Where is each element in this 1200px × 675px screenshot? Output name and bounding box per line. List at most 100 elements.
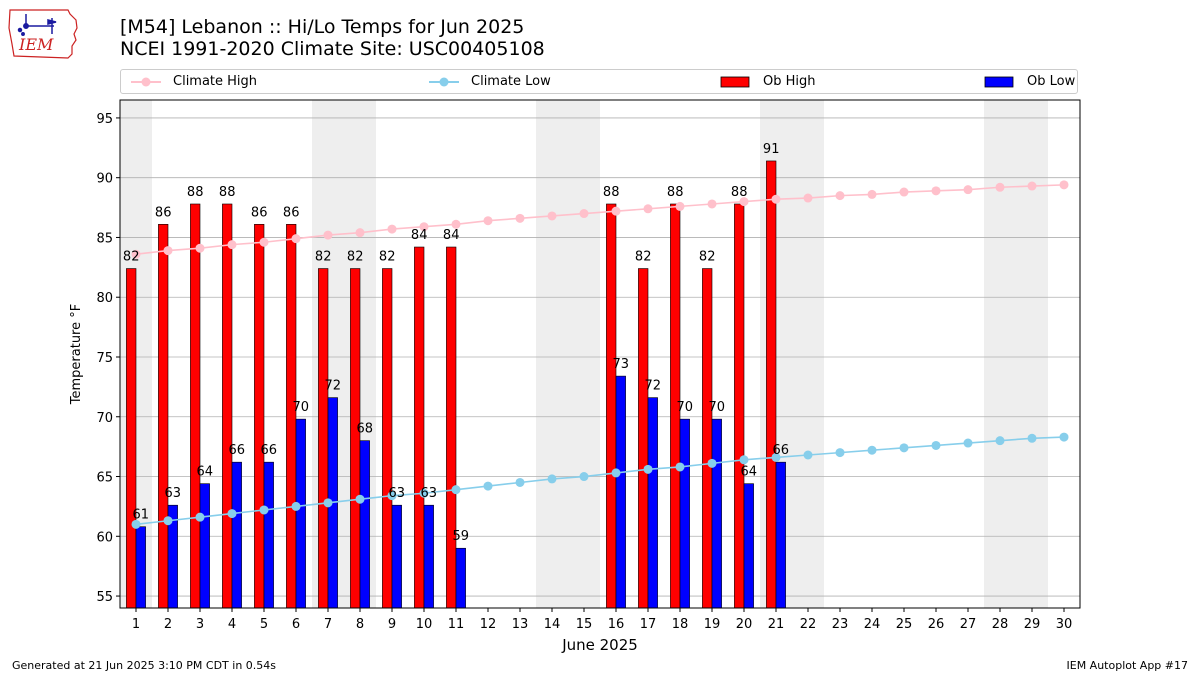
x-tick-label: 4: [228, 617, 236, 632]
x-tick-label: 23: [832, 617, 849, 632]
plot-frame: [119, 99, 1081, 609]
climate-high-point: [771, 194, 781, 204]
ob-low-data-label: 63: [165, 486, 182, 501]
ob-high-data-label: 88: [731, 185, 748, 200]
x-tick-label: 5: [260, 617, 268, 632]
x-tick-label: 29: [1024, 617, 1041, 632]
climate-high-line: [135, 184, 1065, 255]
legend-label-climate-high: Climate High: [173, 74, 258, 89]
climate-low-point: [931, 440, 941, 450]
x-tick-label: 28: [992, 617, 1009, 632]
ob-low-bar: [199, 483, 210, 608]
climate-high-point: [963, 185, 973, 195]
climate-high-point: [739, 197, 749, 207]
x-tick-label: 27: [960, 617, 977, 632]
legend-label-climate-low: Climate Low: [471, 74, 551, 89]
climate-high-point: [387, 224, 397, 234]
climate-low-point: [323, 498, 333, 508]
ob-low-data-label: 66: [229, 443, 246, 458]
x-tick-label: 22: [800, 617, 817, 632]
ob-high-data-label: 82: [379, 250, 396, 265]
title-line-1: [M54] Lebanon :: Hi/Lo Temps for Jun 202…: [120, 16, 525, 38]
climate-high-point: [547, 211, 557, 221]
climate-high-point: [259, 237, 269, 247]
climate-low-point: [451, 485, 461, 495]
ob-high-data-label: 91: [763, 142, 780, 157]
ob-low-data-label: 64: [197, 465, 214, 480]
ob-high-data-label: 82: [315, 250, 332, 265]
climate-low-point: [131, 519, 141, 529]
ob-low-data-label: 70: [709, 400, 726, 415]
x-tick-label: 25: [896, 617, 913, 632]
x-tick-label: 10: [416, 617, 433, 632]
x-tick-label: 11: [448, 617, 465, 632]
temperature-chart: 8261866388648866866686708272826882638463…: [69, 99, 1081, 654]
x-tick-label: 3: [196, 617, 204, 632]
x-tick-label: 17: [640, 617, 657, 632]
ob-high-bar: [382, 268, 393, 608]
x-tick-label: 30: [1056, 617, 1073, 632]
x-tick-label: 15: [576, 617, 593, 632]
y-tick-label: 75: [96, 351, 113, 366]
climate-high-point: [163, 246, 173, 256]
ob-low-data-label: 61: [133, 508, 150, 523]
ob-low-data-label: 63: [421, 486, 438, 501]
climate-low-point: [771, 452, 781, 462]
x-tick-label: 12: [480, 617, 497, 632]
ob-high-data-label: 84: [411, 228, 428, 243]
x-tick-label: 6: [292, 617, 300, 632]
climate-low-point: [675, 462, 685, 472]
ob-high-data-label: 82: [347, 250, 364, 265]
iem-logo: IEM: [8, 9, 78, 59]
climate-low-point: [611, 468, 621, 478]
climate-low-point: [643, 464, 653, 474]
y-tick-label: 95: [96, 112, 113, 127]
climate-low-point: [867, 445, 877, 455]
climate-high-line-swatch: [131, 77, 161, 87]
title-line-2: NCEI 1991-2020 Climate Site: USC00405108: [120, 38, 545, 60]
climate-high-point: [1059, 180, 1069, 190]
x-tick-label: 18: [672, 617, 689, 632]
climate-low-point: [579, 472, 589, 482]
ob-low-data-label: 70: [293, 400, 310, 415]
x-tick-label: 7: [324, 617, 332, 632]
ob-low-data-label: 73: [613, 357, 630, 372]
ob-high-data-label: 88: [187, 185, 204, 200]
climate-low-point: [227, 509, 237, 519]
x-tick-label: 9: [388, 617, 396, 632]
ob-high-bar: [638, 268, 649, 608]
y-tick-label: 55: [96, 590, 113, 605]
ob-high-bar: [702, 268, 713, 608]
climate-low-point: [163, 516, 173, 526]
x-tick-label: 2: [164, 617, 172, 632]
climate-high-point: [131, 249, 141, 259]
ob-low-bar: [615, 375, 626, 608]
ob-low-bar: [295, 418, 306, 608]
y-axis-label: Temperature °F: [69, 304, 84, 405]
x-tick-label: 14: [544, 617, 561, 632]
climate-low-point: [1059, 432, 1069, 442]
ob-high-bar: [286, 224, 297, 608]
climate-low-point: [291, 501, 301, 511]
ob-low-data-label: 66: [261, 443, 278, 458]
ob-high-data-label: 82: [123, 250, 140, 265]
climate-high-point: [803, 193, 813, 203]
ob-low-bar: [743, 483, 754, 608]
legend-label-ob-low: Ob Low: [1027, 74, 1076, 89]
climate-high-point: [707, 199, 717, 209]
y-tick-label: 80: [96, 291, 113, 306]
climate-high-point: [195, 243, 205, 253]
x-tick-label: 13: [512, 617, 529, 632]
ob-low-bar: [167, 504, 178, 608]
climate-low-point: [547, 474, 557, 484]
ob-low-bar: [391, 504, 402, 608]
ob-low-bar: [455, 547, 466, 608]
ob-high-data-label: 88: [219, 185, 236, 200]
climate-high-point: [995, 182, 1005, 192]
ob-low-bar: [135, 526, 146, 608]
ob-low-data-label: 59: [453, 529, 470, 544]
ob-high-data-label: 86: [155, 205, 172, 220]
legend-label-ob-high: Ob High: [763, 74, 816, 89]
ob-high-bar: [254, 224, 265, 608]
ob-low-bar: [263, 461, 274, 608]
